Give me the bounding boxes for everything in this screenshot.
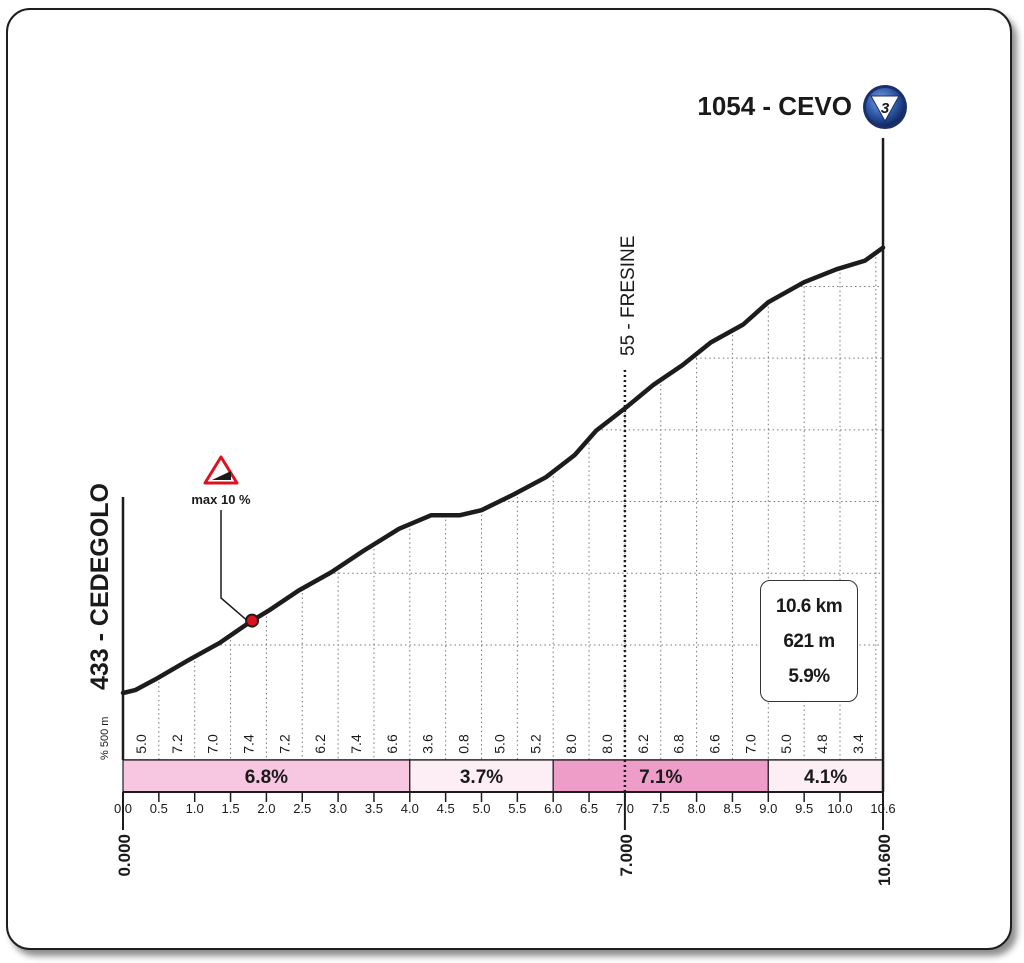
- grade-section-label: 3.7%: [460, 767, 503, 788]
- km-marker-label: 0.000: [115, 834, 134, 877]
- x-tick-label: 8.0: [688, 801, 706, 816]
- category-badge-label: 3: [881, 100, 890, 117]
- x-tick-label: 7.5: [652, 801, 670, 816]
- max-grade-point: [245, 613, 260, 628]
- grade-section: [767, 759, 884, 793]
- half-km-grade-label: 6.8: [671, 734, 687, 754]
- grade-section-band: 6.8% 3.7% 7.1% 4.1%: [122, 759, 884, 793]
- half-km-grade-label: 7.2: [276, 734, 292, 754]
- x-tick-label: 9.5: [795, 801, 813, 816]
- climb-average-grade: 5.9%: [788, 665, 830, 687]
- half-km-grade-label: 4.8: [814, 734, 830, 754]
- half-km-grade-label: 3.4: [850, 734, 866, 754]
- half-km-grade-label: 3.6: [420, 734, 436, 754]
- category-badge: 3: [863, 85, 907, 129]
- x-tick-label: 1.5: [222, 801, 240, 816]
- grade-section-label: 6.8%: [245, 767, 288, 788]
- intermediate-place-label: 55 - FRESINE: [618, 236, 639, 356]
- x-tick-label: 5.5: [508, 801, 526, 816]
- grade-section-label: 7.1%: [639, 767, 682, 788]
- half-km-grade-label: 7.4: [348, 734, 364, 754]
- x-tick-label: 4.0: [401, 801, 419, 816]
- half-km-grade-label: 6.2: [635, 734, 651, 754]
- climb-distance: 10.6 km: [775, 595, 843, 617]
- half-km-grade-label: 7.0: [742, 734, 758, 754]
- grade-section-label: 4.1%: [804, 767, 847, 788]
- climb-elevation-gain: 621 m: [783, 630, 835, 652]
- x-tick-label: 10.0: [827, 801, 852, 816]
- x-tick-label: 9.0: [759, 801, 777, 816]
- half-km-grade-label: 5.0: [491, 734, 507, 754]
- finish-place-label: 1054 - CEVO: [697, 91, 852, 121]
- x-axis: 0.00.51.01.52.02.53.03.54.04.55.05.56.06…: [114, 791, 896, 886]
- km-marker-label: 10.600: [875, 834, 894, 886]
- half-km-grade-label: 7.0: [205, 734, 221, 754]
- max-grade-icon: [203, 455, 239, 485]
- x-tick-label: 3.5: [365, 801, 383, 816]
- x-tick-label: 5.0: [472, 801, 490, 816]
- half-km-grade-label: 5.0: [778, 734, 794, 754]
- x-tick-label: 1.0: [186, 801, 204, 816]
- x-tick-label: 2.5: [293, 801, 311, 816]
- grade-section: [552, 759, 769, 793]
- half-km-grade-label: 8.0: [599, 734, 615, 754]
- x-tick-label: 6.0: [544, 801, 562, 816]
- scale-label: % 500 m: [99, 717, 111, 760]
- x-tick-label: 2.0: [257, 801, 275, 816]
- x-tick-label: 8.5: [723, 801, 741, 816]
- half-km-grade-label: 6.6: [707, 734, 723, 754]
- x-tick-label: 0.5: [150, 801, 168, 816]
- max-grade-label: max 10 %: [191, 492, 251, 507]
- grade-section: [409, 759, 554, 793]
- half-km-grade-label: 6.6: [384, 734, 400, 754]
- x-tick-label: 3.0: [329, 801, 347, 816]
- half-km-grade-label: 7.2: [169, 734, 185, 754]
- climb-stats-box: 10.6 km 621 m 5.9%: [760, 580, 858, 702]
- x-tick-label: 4.5: [437, 801, 455, 816]
- start-place-label: 433 - CEDEGOLO: [86, 483, 114, 690]
- profile-layer: [120, 138, 886, 792]
- max-grade-leader: [220, 510, 247, 621]
- grade-section: [122, 759, 411, 793]
- half-km-grade-label: 6.2: [312, 734, 328, 754]
- half-km-grade-label: 5.0: [133, 734, 149, 754]
- grade-labels: 5.0 7.2 7.0 7.4 7.2 6.2 7.4 6.6 3.6 0.8 5.0 5.2 8.0 8…: [133, 734, 866, 754]
- km-marker-label: 7.000: [617, 834, 636, 877]
- elevation-profile-line: [120, 245, 886, 696]
- half-km-grade-label: 0.8: [456, 734, 472, 754]
- half-km-grade-label: 7.4: [240, 734, 256, 754]
- x-tick-label: 6.5: [580, 801, 598, 816]
- half-km-grade-label: 5.2: [527, 734, 543, 754]
- half-km-grade-label: 8.0: [563, 734, 579, 754]
